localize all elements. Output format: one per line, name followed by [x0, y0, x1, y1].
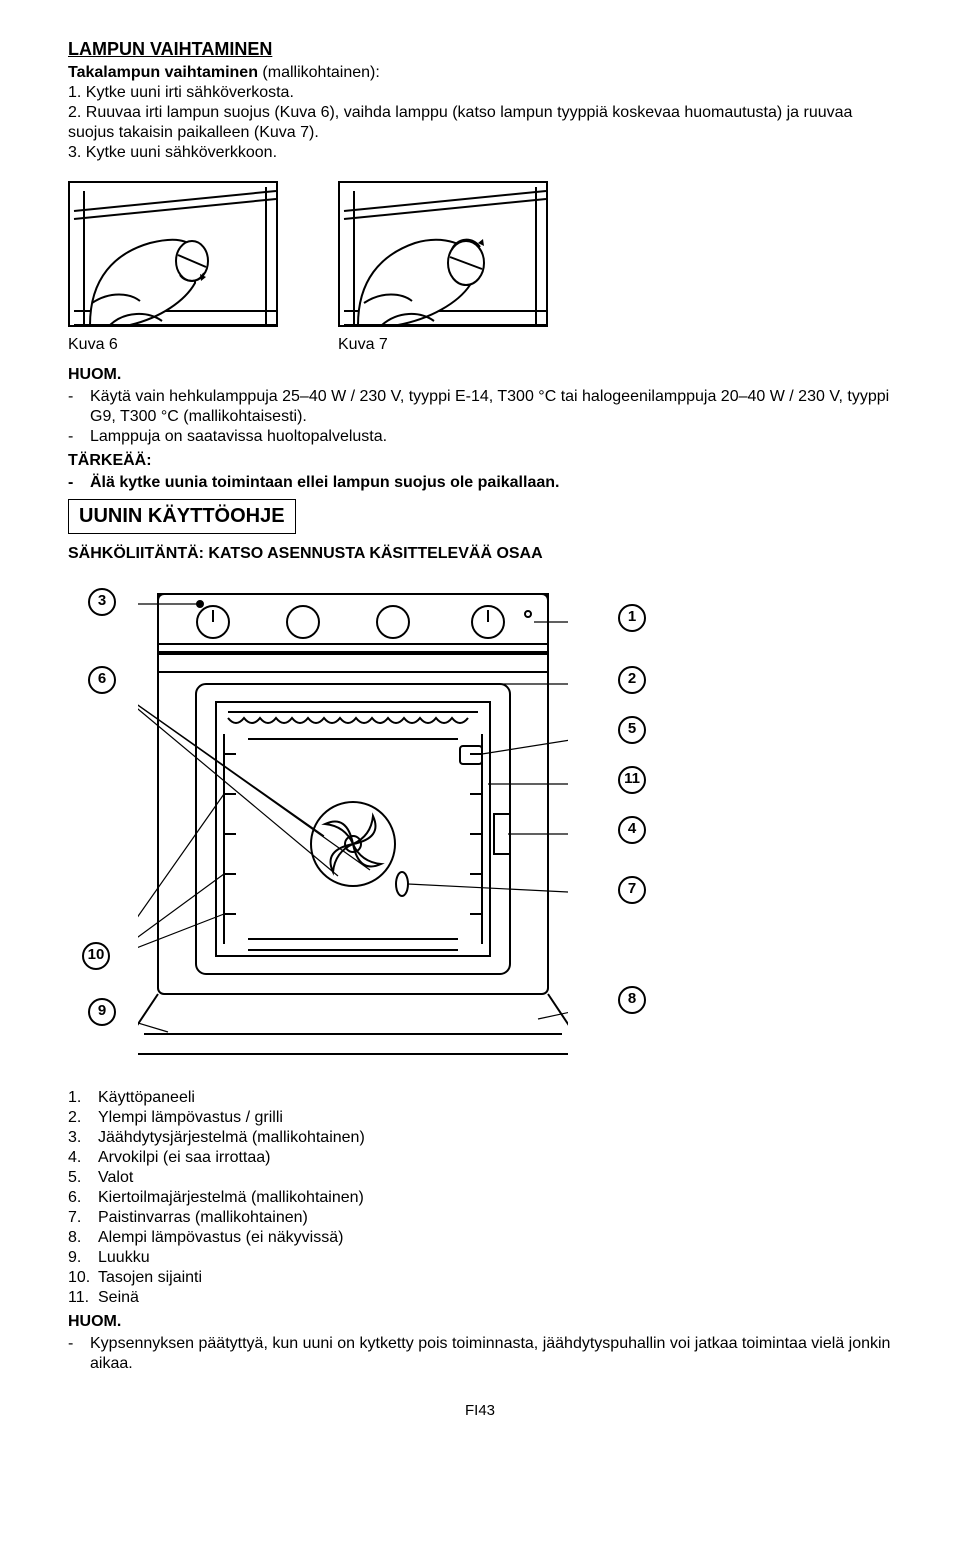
note-2: - Lamppuja on saatavissa huoltopalvelust…: [68, 427, 892, 447]
step-2-num: 2.: [68, 104, 81, 121]
step-1: 1. Kytke uuni irti sähköverkosta.: [68, 83, 892, 103]
callout-10: 10: [82, 942, 110, 970]
legend-item-number: 9.: [68, 1248, 98, 1268]
legend-item-text: Tasojen sijainti: [98, 1268, 202, 1288]
figure-7: Kuva 7: [338, 181, 548, 355]
legend-item-text: Jäähdytysjärjestelmä (mallikohtainen): [98, 1128, 365, 1148]
footnote: - Kypsennyksen päätyttyä, kun uuni on ky…: [68, 1334, 892, 1374]
callout-4: 4: [618, 816, 646, 844]
legend-item: 10.Tasojen sijainti: [68, 1268, 892, 1288]
note-1-text: Käytä vain hehkulamppuja 25–40 W / 230 V…: [90, 387, 892, 427]
subheading-2: SÄHKÖLIITÄNTÄ: KATSO ASENNUSTA KÄSITTELE…: [68, 544, 892, 564]
step-3-text: Kytke uuni sähköverkkoon.: [86, 144, 277, 161]
legend-item-number: 3.: [68, 1128, 98, 1148]
callout-5: 5: [618, 716, 646, 744]
legend-item-text: Käyttöpaneeli: [98, 1088, 195, 1108]
figure-6-caption: Kuva 6: [68, 335, 278, 355]
callout-8: 8: [618, 986, 646, 1014]
dash-icon: -: [68, 1334, 90, 1374]
subheading-1-paren: (mallikohtainen):: [258, 64, 380, 81]
legend-item: 7.Paistinvarras (mallikohtainen): [68, 1208, 892, 1228]
legend-item-number: 10.: [68, 1268, 98, 1288]
tarkeaa-label: TÄRKEÄÄ:: [68, 451, 892, 471]
legend-item-number: 8.: [68, 1228, 98, 1248]
dash-icon: -: [68, 387, 90, 427]
page-number: FI43: [68, 1402, 892, 1421]
legend-item-text: Paistinvarras (mallikohtainen): [98, 1208, 308, 1228]
figure-row: Kuva 6: [68, 181, 892, 355]
legend-item-text: Arvokilpi (ei saa irrottaa): [98, 1148, 271, 1168]
section-heading-2: UUNIN KÄYTTÖOHJE: [68, 499, 296, 534]
note-3: - Älä kytke uunia toimintaan ellei lampu…: [68, 473, 892, 493]
legend-item: 6.Kiertoilmajärjestelmä (mallikohtainen): [68, 1188, 892, 1208]
legend-item-number: 1.: [68, 1088, 98, 1108]
legend-item-text: Luukku: [98, 1248, 150, 1268]
subheading-1-bold: Takalampun vaihtaminen: [68, 64, 258, 81]
step-3: 3. Kytke uuni sähköverkkoon.: [68, 143, 892, 163]
callout-7: 7: [618, 876, 646, 904]
figure-6: Kuva 6: [68, 181, 278, 355]
callout-11: 11: [618, 766, 646, 794]
legend-item: 4.Arvokilpi (ei saa irrottaa): [68, 1148, 892, 1168]
huom-label-2: HUOM.: [68, 1312, 892, 1332]
section-heading: LAMPUN VAIHTAMINEN: [68, 38, 892, 61]
callout-2: 2: [618, 666, 646, 694]
oven-schematic: 3 6 10 9 1 2 5 11 4 7 8: [68, 574, 708, 1074]
legend-item-text: Alempi lämpövastus (ei näkyvissä): [98, 1228, 343, 1248]
callout-9: 9: [88, 998, 116, 1026]
step-2-text: Ruuvaa irti lampun suojus (Kuva 6), vaih…: [68, 104, 852, 141]
step-3-num: 3.: [68, 144, 81, 161]
note-1: - Käytä vain hehkulamppuja 25–40 W / 230…: [68, 387, 892, 427]
legend-item: 2.Ylempi lämpövastus / grilli: [68, 1108, 892, 1128]
callout-3: 3: [88, 588, 116, 616]
legend-item-number: 4.: [68, 1148, 98, 1168]
footnote-text: Kypsennyksen päätyttyä, kun uuni on kytk…: [90, 1334, 892, 1374]
step-1-num: 1.: [68, 84, 81, 101]
dash-icon: -: [68, 427, 90, 447]
legend-item: 5.Valot: [68, 1168, 892, 1188]
legend-item-number: 6.: [68, 1188, 98, 1208]
legend-item-number: 2.: [68, 1108, 98, 1128]
note-2-text: Lamppuja on saatavissa huoltopalvelusta.: [90, 427, 387, 447]
figure-7-caption: Kuva 7: [338, 335, 548, 355]
oven-diagram-svg: [138, 584, 568, 1064]
legend-item-text: Seinä: [98, 1288, 139, 1308]
legend-item: 3.Jäähdytysjärjestelmä (mallikohtainen): [68, 1128, 892, 1148]
legend-item-text: Ylempi lämpövastus / grilli: [98, 1108, 283, 1128]
legend-item: 9.Luukku: [68, 1248, 892, 1268]
subheading-1: Takalampun vaihtaminen (mallikohtainen):: [68, 63, 892, 83]
legend-item-text: Kiertoilmajärjestelmä (mallikohtainen): [98, 1188, 364, 1208]
legend-item-number: 5.: [68, 1168, 98, 1188]
figure-6-image: [68, 181, 278, 327]
huom-label-1: HUOM.: [68, 365, 892, 385]
legend-item-number: 11.: [68, 1288, 98, 1308]
callout-1: 1: [618, 604, 646, 632]
legend-item: 11.Seinä: [68, 1288, 892, 1308]
legend-item-number: 7.: [68, 1208, 98, 1228]
dash-icon: -: [68, 473, 90, 493]
step-2: 2. Ruuvaa irti lampun suojus (Kuva 6), v…: [68, 103, 892, 143]
note-3-text: Älä kytke uunia toimintaan ellei lampun …: [90, 473, 559, 493]
legend-item: 1.Käyttöpaneeli: [68, 1088, 892, 1108]
figure-7-image: [338, 181, 548, 327]
legend-item: 8.Alempi lämpövastus (ei näkyvissä): [68, 1228, 892, 1248]
step-1-text: Kytke uuni irti sähköverkosta.: [86, 84, 294, 101]
legend-list: 1.Käyttöpaneeli2.Ylempi lämpövastus / gr…: [68, 1088, 892, 1308]
legend-item-text: Valot: [98, 1168, 133, 1188]
callout-6: 6: [88, 666, 116, 694]
